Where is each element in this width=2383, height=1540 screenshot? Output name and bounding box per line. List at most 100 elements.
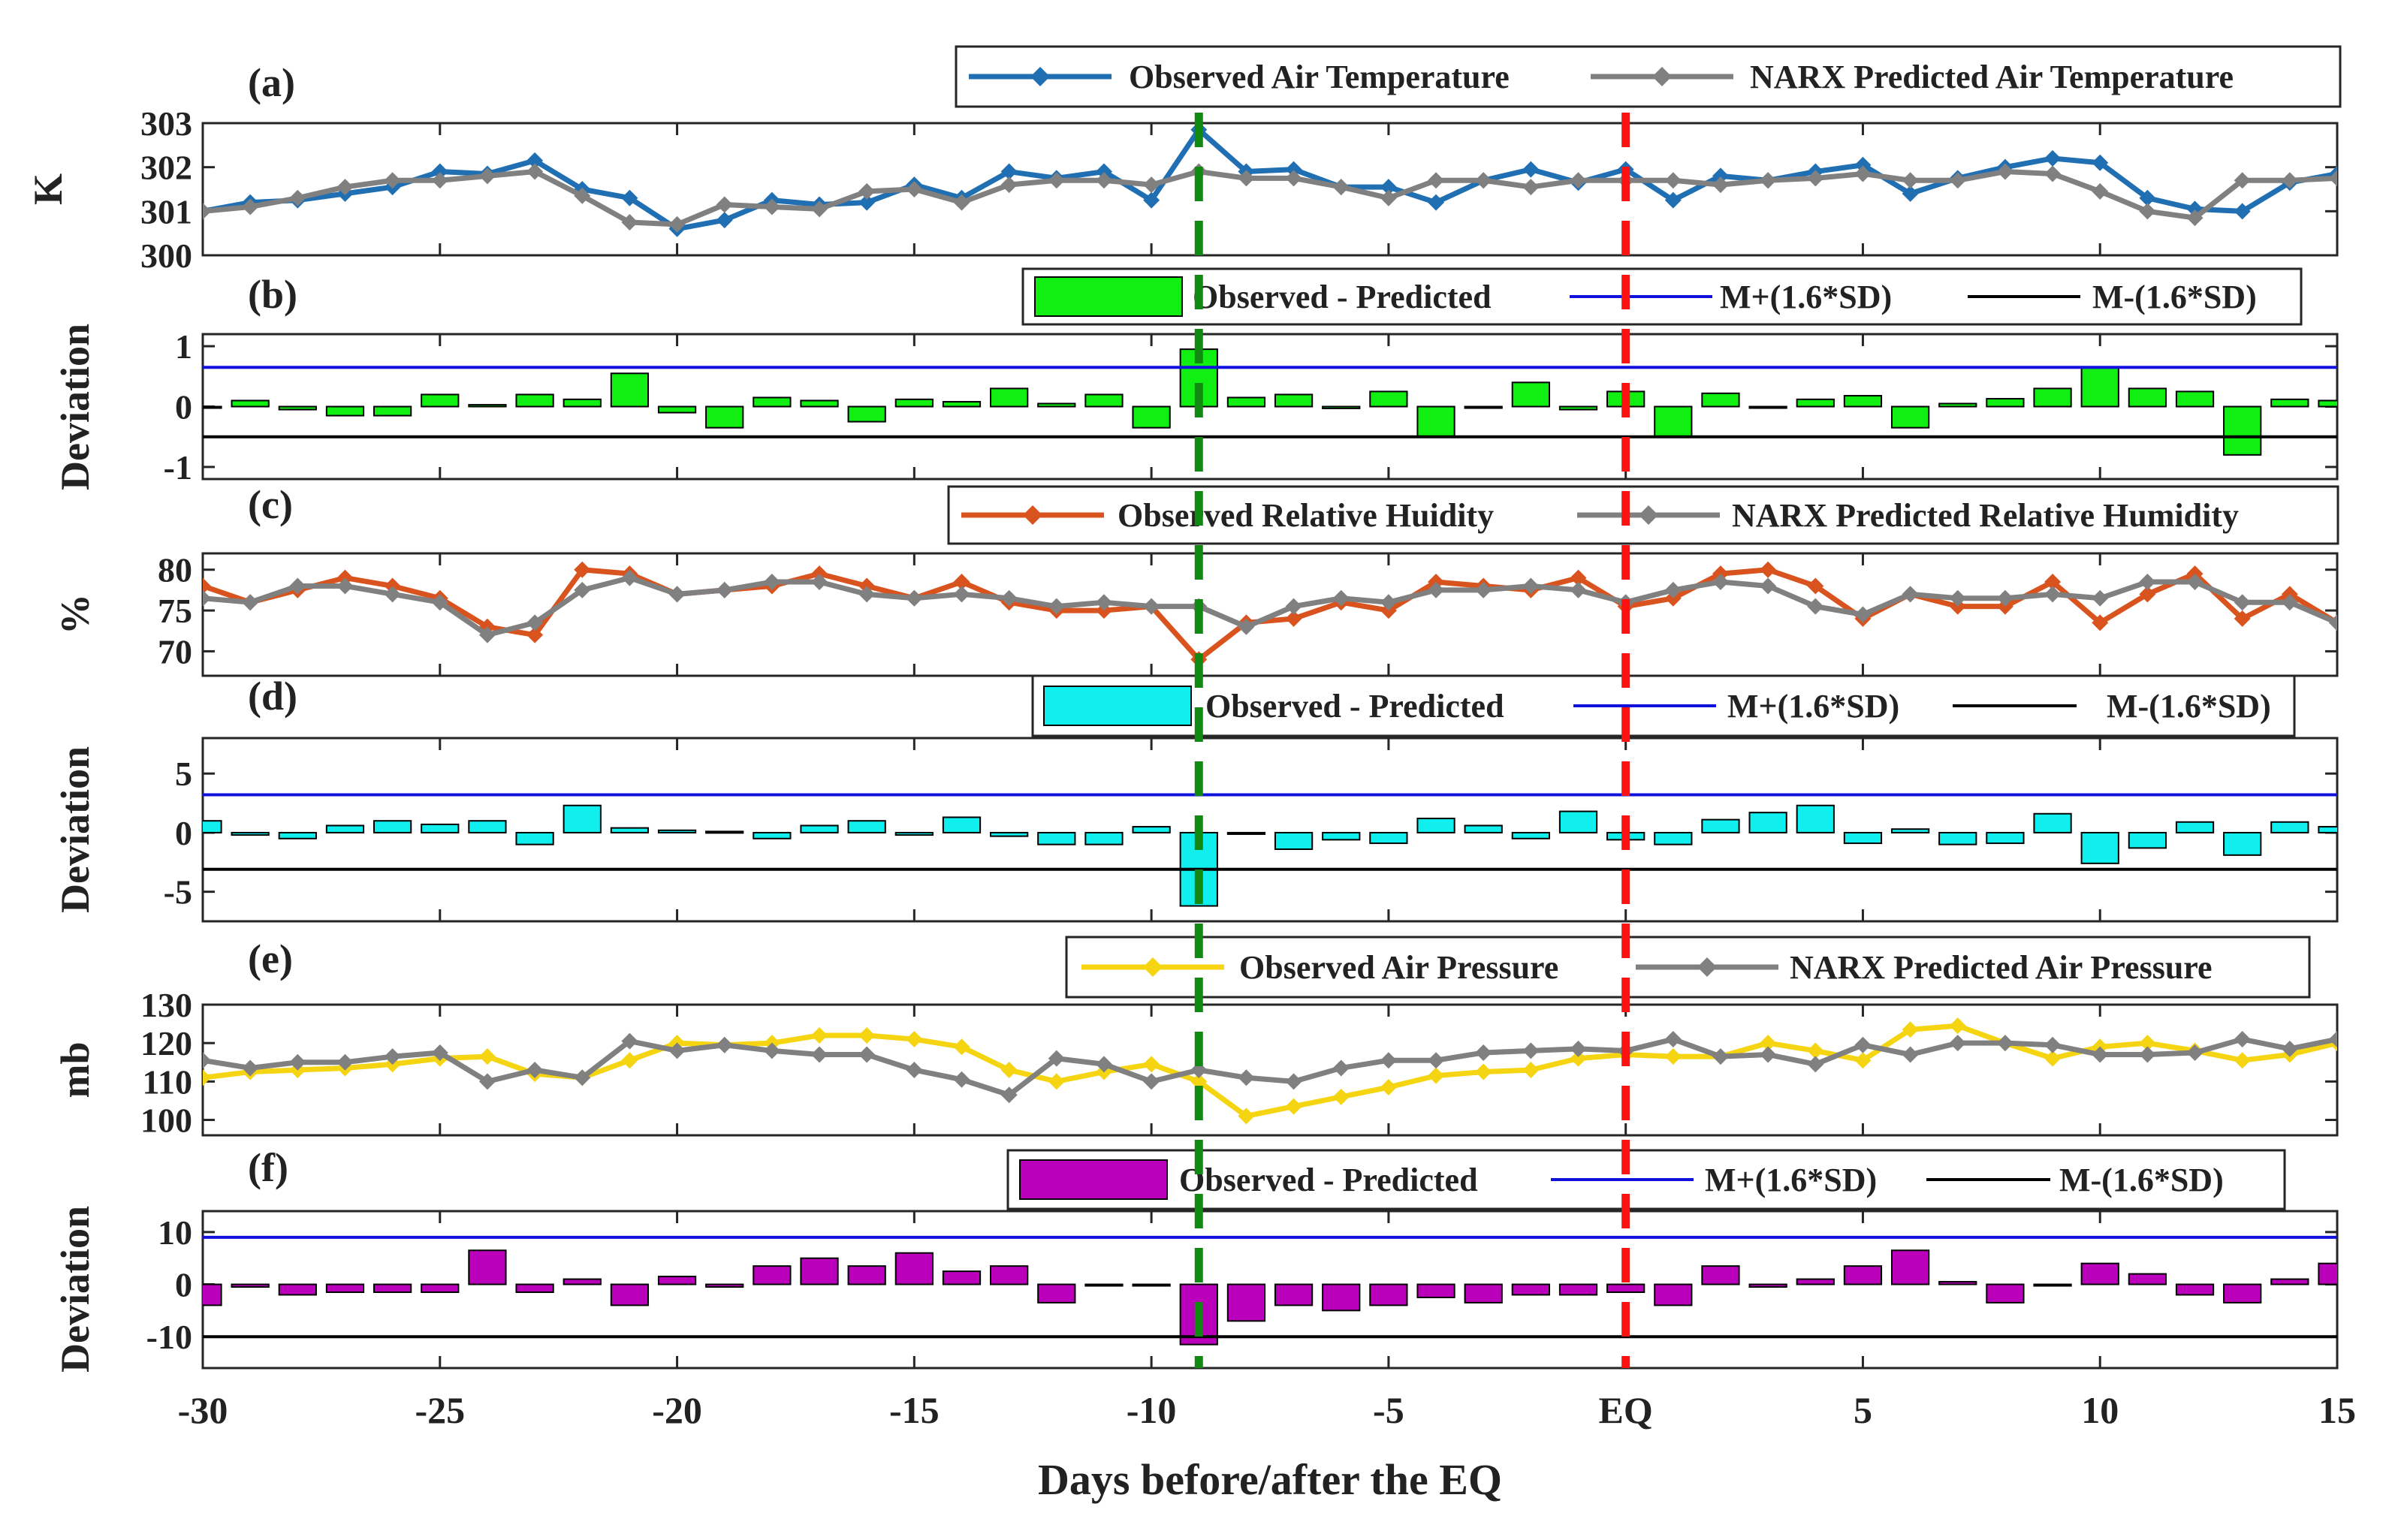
y-tick-label: 302 [140, 149, 192, 187]
y-tick-label: 75 [158, 592, 192, 630]
data-point [478, 1048, 496, 1065]
bar [2223, 405, 2262, 456]
bar [1511, 831, 1550, 839]
bar [1322, 831, 1361, 841]
legend-label: Observed - Predicted [1205, 688, 1504, 725]
data-point [1570, 1040, 1587, 1057]
bar [753, 831, 792, 839]
data-point [1807, 577, 1824, 595]
data-point [203, 1069, 211, 1086]
data-point [1570, 1050, 1587, 1067]
data-point [716, 196, 733, 213]
data-point [2281, 172, 2298, 189]
series-line [203, 127, 2337, 232]
y-tick-label: 1 [175, 327, 192, 366]
x-tick-label: 10 [2081, 1389, 2119, 1431]
data-point [1285, 170, 1302, 187]
x-tick-label: EQ [1599, 1389, 1653, 1431]
bar [1274, 1283, 1314, 1306]
data-point [1712, 167, 1729, 185]
data-point [2092, 154, 2109, 171]
data-point [953, 574, 970, 591]
bar [515, 831, 554, 845]
data-point [1428, 194, 1445, 211]
bar [847, 405, 886, 423]
bar [1938, 1281, 1977, 1285]
bar [1843, 831, 1883, 845]
series-line [203, 1036, 2337, 1098]
panel-label: (c) [248, 482, 293, 527]
data-point [526, 163, 544, 180]
bar [1796, 1278, 1835, 1285]
data-point [1285, 1073, 1302, 1090]
data-point [811, 1046, 828, 1063]
bar [1701, 818, 1740, 833]
data-point [906, 589, 923, 607]
axes-box [201, 122, 2339, 257]
bar [705, 405, 744, 429]
data-point [526, 614, 544, 631]
bar [705, 1283, 744, 1288]
data-point [1285, 598, 1302, 615]
x-tick-label: -10 [1127, 1389, 1177, 1431]
bar [373, 820, 412, 833]
data-point [242, 1059, 259, 1077]
data-point [1807, 1042, 1824, 1059]
bar [325, 1283, 365, 1293]
bar [1748, 405, 1787, 409]
bar [1986, 1283, 2025, 1303]
data-point [1332, 179, 1350, 196]
data-point [336, 577, 354, 595]
data-point [2329, 614, 2337, 631]
data-point [2139, 1035, 2156, 1052]
data-point [1522, 577, 1540, 595]
y-axis-label: Deviation [53, 324, 98, 490]
bar [610, 1283, 650, 1306]
data-point [1902, 1021, 1919, 1038]
y-tick-label: 10 [158, 1213, 192, 1252]
x-tick-label: -20 [652, 1389, 702, 1431]
data-point [1949, 1035, 1966, 1052]
y-tick-label: 301 [140, 192, 192, 231]
bar [1132, 1283, 1171, 1287]
bar [2175, 390, 2215, 408]
bar [2318, 826, 2337, 833]
legend-label: M+(1.6*SD) [1705, 1162, 1877, 1198]
x-tick-label: -15 [889, 1389, 940, 1431]
y-tick-label: 80 [158, 551, 192, 589]
bar [990, 387, 1029, 408]
data-point [1143, 176, 1160, 194]
data-point [1760, 561, 1777, 578]
data-point [1285, 1098, 1302, 1115]
data-point [1807, 598, 1824, 615]
bar [421, 393, 460, 408]
data-point [431, 163, 448, 180]
bar [1369, 390, 1408, 408]
bar [1464, 405, 1503, 409]
data-point [2329, 170, 2337, 187]
data-point [858, 586, 876, 603]
y-tick-label: 100 [140, 1102, 192, 1140]
series-line [203, 575, 2337, 638]
data-point [1048, 172, 1065, 189]
legend: Observed Air Temperature NARX Predicted A… [955, 45, 2342, 108]
data-point [858, 1026, 876, 1044]
data-point [858, 194, 876, 211]
bar [1037, 831, 1076, 845]
data-point [1664, 191, 1682, 209]
bar [610, 827, 650, 833]
data-point [1902, 1046, 1919, 1063]
panel-d: -5 0 5 Deviation (d) Observed - Predicted M+(1… [53, 674, 2339, 923]
y-tick-label: 0 [175, 1266, 192, 1304]
x-tick-label: 15 [2318, 1389, 2356, 1431]
bar [2080, 1262, 2119, 1285]
legend-marker [1697, 957, 1717, 977]
bar [1511, 381, 1550, 408]
bar [942, 816, 982, 833]
data-point [1095, 163, 1112, 180]
data-point [574, 1069, 591, 1086]
legend-label: M+(1.6*SD) [1727, 688, 1899, 725]
data-point [1095, 594, 1112, 611]
bar [800, 824, 839, 833]
data-point [1380, 179, 1397, 196]
